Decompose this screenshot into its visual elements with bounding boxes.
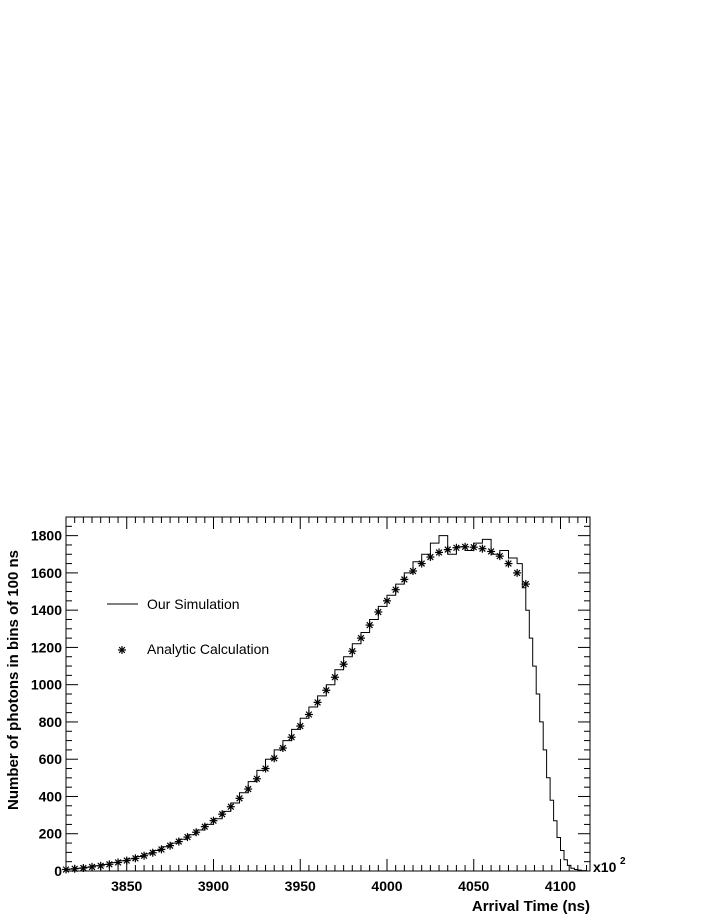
data-point-analytic-calculation [261, 764, 270, 773]
data-point-analytic-calculation [287, 733, 296, 742]
x-axis-multiplier-exponent: 2 [620, 856, 626, 867]
data-point-analytic-calculation [400, 575, 409, 584]
data-point-analytic-calculation [313, 698, 322, 707]
data-point-analytic-calculation [79, 864, 88, 873]
data-point-analytic-calculation [218, 810, 227, 819]
data-point-analytic-calculation [356, 634, 365, 643]
data-point-analytic-calculation [417, 559, 426, 568]
y-axis-title: Number of photons in bins of 100 ns [5, 550, 22, 810]
data-point-analytic-calculation [96, 861, 105, 870]
data-point-analytic-calculation [304, 710, 313, 719]
data-point-analytic-calculation [235, 794, 244, 803]
data-point-analytic-calculation [409, 567, 418, 576]
data-point-analytic-calculation [209, 816, 218, 825]
x-tick-label: 4050 [458, 878, 489, 894]
data-point-analytic-calculation [495, 552, 504, 561]
x-tick-label: 3950 [285, 878, 316, 894]
legend-label-our-simulation: Our Simulation [147, 596, 240, 612]
y-tick-label: 1200 [31, 639, 62, 655]
x-tick-label: 3900 [198, 878, 229, 894]
data-point-analytic-calculation [322, 686, 331, 695]
data-point-analytic-calculation [244, 785, 253, 794]
data-point-analytic-calculation [174, 837, 183, 846]
data-point-analytic-calculation [192, 828, 201, 837]
data-point-analytic-calculation [226, 802, 235, 811]
data-point-analytic-calculation [270, 754, 279, 763]
data-point-analytic-calculation [374, 608, 383, 617]
legend-asterisk-icon [118, 646, 126, 654]
y-tick-label: 400 [39, 788, 63, 804]
data-point-analytic-calculation [278, 744, 287, 753]
x-tick-label: 3850 [111, 878, 142, 894]
x-tick-label: 4100 [545, 878, 576, 894]
data-point-analytic-calculation [140, 851, 149, 860]
legend-marker-analytic-calculation [118, 646, 126, 654]
y-tick-label: 200 [39, 826, 63, 842]
data-point-analytic-calculation [200, 822, 209, 831]
y-tick-label: 1800 [31, 528, 62, 544]
data-point-analytic-calculation [426, 553, 435, 562]
y-tick-label: 0 [54, 863, 62, 879]
data-point-analytic-calculation [88, 862, 97, 871]
x-tick-label: 4000 [371, 878, 402, 894]
data-point-analytic-calculation [131, 854, 140, 863]
x-axis-multiplier: x10 [593, 859, 617, 875]
data-point-analytic-calculation [487, 547, 496, 556]
data-point-analytic-calculation [443, 545, 452, 554]
data-point-analytic-calculation [252, 774, 261, 783]
y-tick-label: 600 [39, 751, 63, 767]
data-point-analytic-calculation [296, 722, 305, 731]
legend: Our Simulation Analytic Calculation [107, 596, 269, 657]
data-point-analytic-calculation [157, 845, 166, 854]
data-point-analytic-calculation [339, 660, 348, 669]
legend-label-analytic-calculation: Analytic Calculation [147, 641, 269, 657]
y-tick-label: 1600 [31, 565, 62, 581]
data-point-analytic-calculation [330, 673, 339, 682]
axis-ticks: 0 200 400 600 800 1000 1200 1400 1600 1800 3850 390… [31, 516, 590, 894]
data-point-analytic-calculation [122, 856, 131, 865]
x-axis-title: Arrival Time (ns) [472, 898, 590, 915]
data-point-analytic-calculation [469, 543, 478, 552]
data-point-analytic-calculation [435, 548, 444, 557]
data-point-analytic-calculation [365, 621, 374, 630]
data-point-analytic-calculation [513, 568, 522, 577]
y-tick-label: 1400 [31, 602, 62, 618]
data-point-analytic-calculation [391, 585, 400, 594]
y-tick-label: 800 [39, 714, 63, 730]
data-point-analytic-calculation [452, 543, 461, 552]
data-point-analytic-calculation [148, 848, 157, 857]
data-point-analytic-calculation [166, 841, 175, 850]
data-point-analytic-calculation [382, 596, 391, 605]
data-point-analytic-calculation [105, 860, 114, 869]
data-point-analytic-calculation [521, 580, 530, 589]
data-point-analytic-calculation [114, 858, 123, 867]
data-point-analytic-calculation [348, 647, 357, 656]
data-point-analytic-calculation [183, 833, 192, 842]
series-layer [62, 535, 590, 874]
y-tick-label: 1000 [31, 677, 62, 693]
data-point-analytic-calculation [504, 559, 513, 568]
data-point-analytic-calculation [461, 542, 470, 551]
data-point-analytic-calculation [70, 864, 79, 873]
data-point-analytic-calculation [478, 544, 487, 553]
data-point-analytic-calculation [62, 865, 70, 874]
